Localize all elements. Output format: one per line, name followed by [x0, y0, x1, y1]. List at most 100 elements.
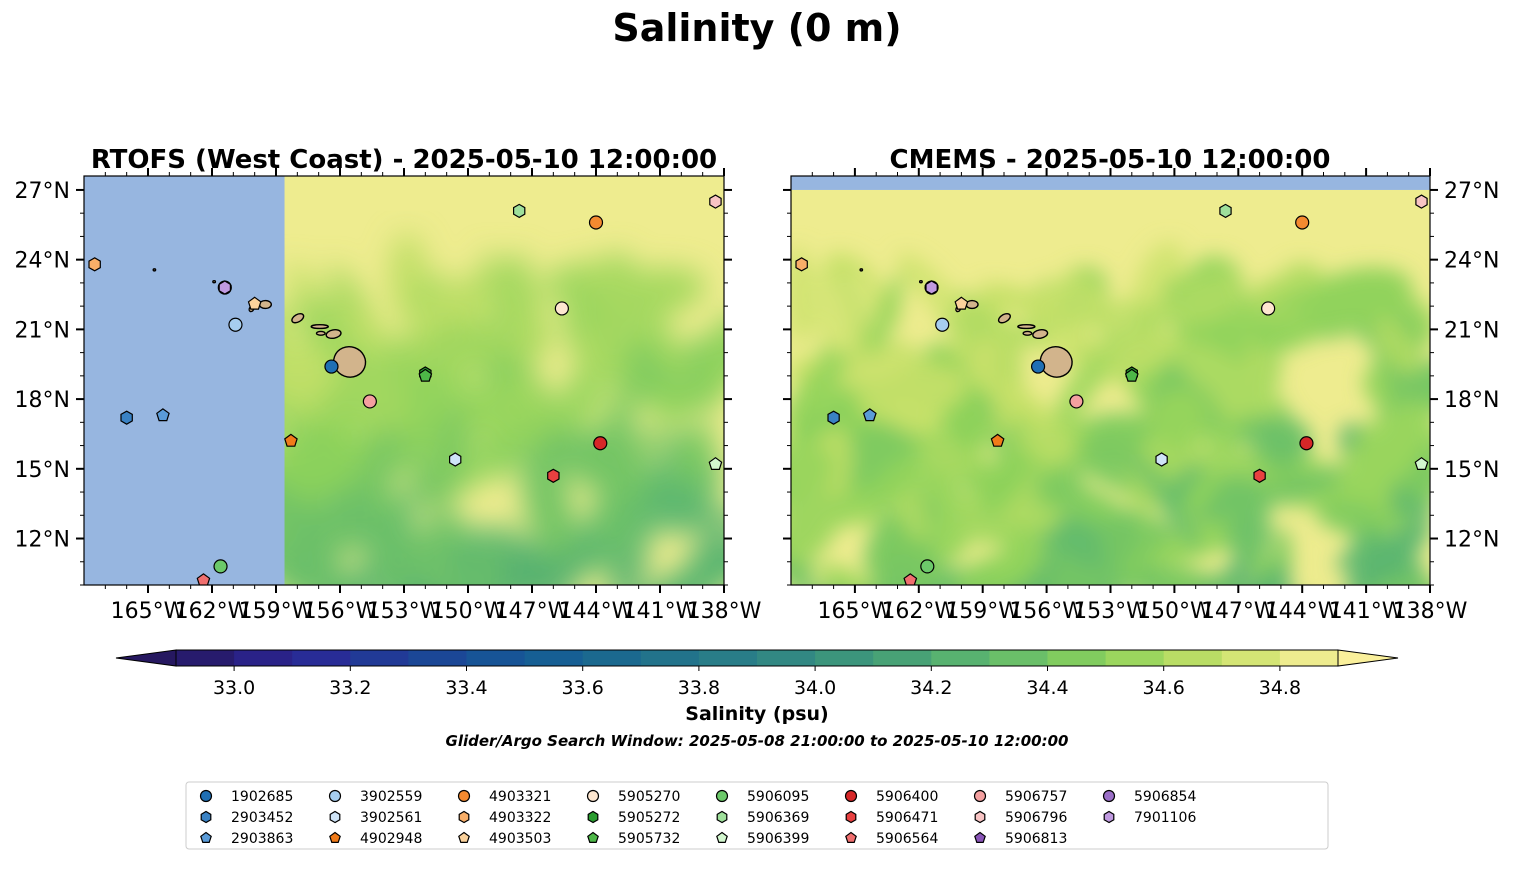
axis-ticks: 165°W162°W159°W156°W153°W150°W147°W144°W…: [783, 168, 1499, 624]
legend-marker: [458, 831, 470, 844]
island: [859, 268, 864, 272]
legend-label: 5906796: [1005, 810, 1067, 826]
island: [212, 280, 217, 284]
float-marker-5906796: [1415, 194, 1428, 209]
legend-label: 2903863: [231, 831, 293, 847]
x-tick-label: 144°W: [1265, 599, 1340, 624]
legend-marker: [1102, 789, 1116, 803]
no-data-region: [791, 176, 1430, 190]
legend-marker: [587, 831, 599, 844]
map-panel-rtofs: 165°W162°W159°W156°W153°W150°W147°W144°W…: [15, 145, 762, 624]
float-marker-5906796: [709, 194, 722, 209]
x-tick-label: 138°W: [1393, 599, 1468, 624]
float-marker-5906564: [903, 573, 918, 585]
colorbar-segment: [524, 650, 584, 666]
legend-marker: [973, 789, 987, 803]
legend-label: 5905270: [618, 789, 680, 805]
colorbar-tick-label: 33.8: [678, 677, 720, 699]
island: [1039, 345, 1073, 378]
legend-marker: [715, 789, 729, 803]
figure-title: Salinity (0 m): [612, 6, 902, 50]
float-marker-3902559: [228, 317, 243, 332]
colorbar-segment: [1163, 650, 1223, 666]
legend-label: 5906757: [1005, 789, 1067, 805]
colorbar-segment: [176, 650, 235, 666]
x-tick-label: 147°W: [1201, 599, 1276, 624]
legend-label: 4902948: [360, 831, 422, 847]
colorbar-tick-label: 33.2: [329, 677, 371, 699]
colorbar-segment: [640, 650, 700, 666]
y-tick-label: 18°N: [1444, 388, 1499, 413]
colorbar-extend-low: [115, 649, 177, 667]
x-tick-label: 159°W: [945, 599, 1020, 624]
legend-marker: [845, 831, 857, 844]
x-tick-label: 141°W: [623, 599, 698, 624]
float-marker-5906369: [512, 203, 526, 219]
y-tick-label: 27°N: [15, 179, 70, 204]
float-marker-4903503: [247, 296, 262, 310]
y-tick-label: 24°N: [15, 249, 70, 274]
y-tick-label: 24°N: [1444, 249, 1499, 274]
legend-label: 5906369: [747, 810, 809, 826]
axis-ticks: 165°W162°W159°W156°W153°W150°W147°W144°W…: [15, 168, 762, 624]
legend-label: 4903503: [489, 831, 551, 847]
island: [1032, 329, 1049, 340]
colorbar-segment: [698, 650, 758, 666]
x-tick-label: 162°W: [881, 599, 956, 624]
x-tick-label: 153°W: [367, 599, 442, 624]
y-tick-label: 12°N: [1444, 528, 1499, 553]
legend-label: 4903321: [489, 789, 551, 805]
legend-marker: [200, 831, 212, 844]
float-marker-5906095: [920, 559, 935, 574]
land-islands: [152, 268, 367, 378]
colorbar-segment: [582, 650, 642, 666]
legend-label: 5906813: [1005, 831, 1067, 847]
float-marker-5906369: [1219, 203, 1232, 219]
x-tick-label: 156°W: [303, 599, 378, 624]
legend-marker: [586, 789, 600, 803]
legend-marker: [1103, 810, 1115, 824]
legend-marker: [329, 810, 341, 824]
float-marker-5906471: [1253, 468, 1266, 483]
legend-marker: [845, 810, 857, 824]
float-marker-5906757: [362, 394, 377, 409]
float-marker-7901106: [925, 280, 938, 295]
legend: 1902685 2903452 2903863 3902559 3902561 49029…: [185, 781, 1329, 850]
x-tick-label: 165°W: [111, 599, 186, 624]
float-marker-2903452: [120, 410, 133, 425]
legend-label: 5906564: [876, 831, 938, 847]
colorbar-tick-label: 34.2: [910, 677, 952, 699]
legend-marker: [974, 810, 986, 824]
colorbar-tick-label: 33.4: [445, 677, 487, 699]
y-tick-label: 15°N: [15, 458, 70, 483]
colorbar-segment: [873, 650, 932, 666]
legend-label: 3902559: [360, 789, 422, 805]
x-tick-label: 144°W: [559, 599, 634, 624]
y-tick-label: 18°N: [15, 388, 70, 413]
island: [997, 312, 1011, 324]
colorbar-tick-label: 33.0: [213, 677, 255, 699]
colorbar-segment: [1105, 650, 1165, 666]
float-marker-5906400: [1299, 436, 1314, 451]
float-marker-5906399: [708, 456, 723, 470]
float-marker-4903322: [795, 257, 808, 272]
float-marker-4903322: [88, 257, 101, 272]
island: [1017, 324, 1036, 330]
salinity-field-cmems: [791, 176, 1430, 585]
colorbar-segment: [350, 650, 409, 666]
float-marker-1902685: [324, 359, 339, 374]
float-marker-2903452: [827, 410, 840, 425]
legend-marker: [328, 789, 342, 803]
legend-label: 2903452: [231, 810, 293, 826]
float-marker-5906095: [213, 559, 228, 574]
legend-marker: [587, 810, 599, 824]
legend-label: 5906095: [747, 789, 809, 805]
float-marker-5906400: [593, 436, 608, 451]
island: [291, 312, 305, 324]
colorbar-tick-label: 34.6: [1143, 677, 1185, 699]
float-marker-3902561: [449, 452, 462, 467]
island: [315, 330, 326, 336]
colorbar-segment: [234, 650, 293, 666]
legend-label: 5906400: [876, 789, 938, 805]
float-marker-4903321: [588, 215, 604, 230]
